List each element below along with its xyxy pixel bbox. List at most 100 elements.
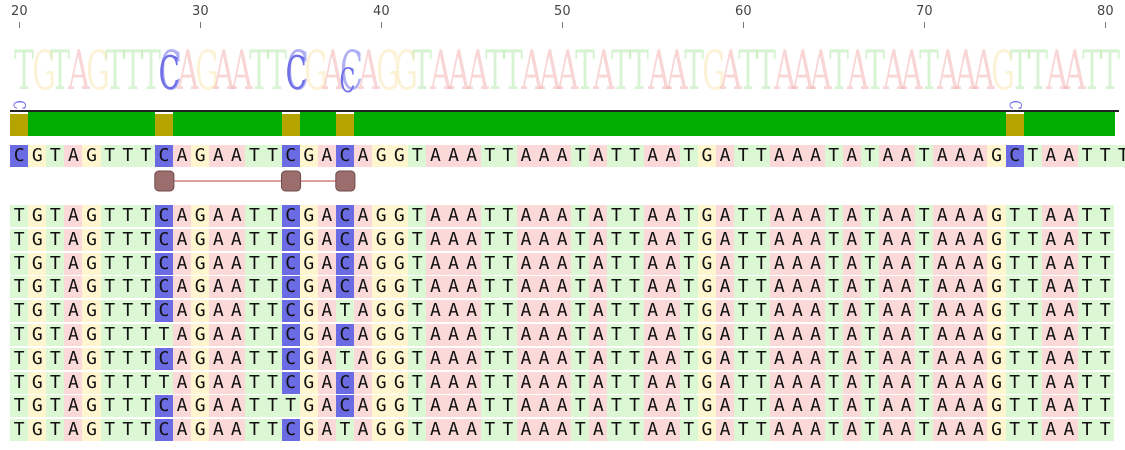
base-cell: T xyxy=(607,300,626,323)
base-cell: T xyxy=(679,371,698,394)
logo-letter: A xyxy=(520,39,543,102)
base-cell: A xyxy=(878,228,898,251)
base-cell: T xyxy=(100,252,119,275)
consensus-segment xyxy=(770,112,789,136)
base-cell: G xyxy=(82,252,101,275)
base-cell: A xyxy=(969,347,988,370)
logo-letter: A xyxy=(719,39,742,102)
base-cell: A xyxy=(317,145,336,167)
base-cell: A xyxy=(951,145,970,167)
base-cell: C xyxy=(335,276,355,299)
base-cell: A xyxy=(896,395,916,418)
base-cell: G xyxy=(299,300,318,323)
base-cell: T xyxy=(118,324,137,346)
base-cell: G xyxy=(987,300,1006,323)
logo-letter: A xyxy=(321,39,344,102)
consensus-segment xyxy=(896,112,916,136)
base-cell: T xyxy=(498,228,517,251)
base-cell: A xyxy=(227,205,246,227)
base-cell: G xyxy=(987,371,1006,394)
consensus-segment-variant xyxy=(1005,114,1025,136)
base-cell: A xyxy=(444,252,463,275)
consensus-segment xyxy=(100,112,120,136)
base-cell: A xyxy=(788,324,807,346)
base-cell: A xyxy=(426,145,445,167)
base-cell: A xyxy=(661,252,680,275)
base-cell: G xyxy=(299,276,318,299)
base-cell: A xyxy=(64,395,83,418)
base-cell: T xyxy=(154,324,174,346)
logo-letter: T xyxy=(104,39,125,102)
base-cell: A xyxy=(643,300,662,323)
base-cell: A xyxy=(770,371,789,394)
base-cell: A xyxy=(643,205,662,227)
base-cell: T xyxy=(625,395,644,418)
base-cell: T xyxy=(408,145,427,167)
base-cell: A xyxy=(1041,228,1060,251)
base-cell: T xyxy=(10,347,29,370)
base-cell: A xyxy=(842,300,861,323)
base-cell: T xyxy=(679,228,698,251)
ruler-tick-label: 80 xyxy=(1097,4,1114,19)
base-cell: A xyxy=(1041,300,1060,323)
base-cell: T xyxy=(245,419,264,442)
base-cell: T xyxy=(860,371,879,394)
base-cell: A xyxy=(353,419,373,442)
variant-link-node[interactable] xyxy=(154,170,175,192)
base-cell: G xyxy=(697,395,717,418)
base-cell: A xyxy=(426,300,445,323)
base-cell: T xyxy=(154,371,174,394)
base-cell: A xyxy=(788,347,807,370)
base-cell: G xyxy=(299,395,318,418)
logo-letter: A xyxy=(430,39,452,102)
consensus-segment xyxy=(172,112,192,136)
consensus-segment xyxy=(462,112,482,136)
base-cell: T xyxy=(1096,419,1115,442)
base-cell: G xyxy=(28,205,47,227)
base-cell: T xyxy=(498,347,517,370)
base-cell: T xyxy=(679,205,698,227)
consensus-gap xyxy=(10,112,29,114)
base-cell: T xyxy=(100,324,119,346)
consensus-segment xyxy=(697,112,717,136)
base-cell: T xyxy=(625,371,644,394)
base-cell: A xyxy=(715,419,735,442)
base-cell: G xyxy=(82,276,101,299)
base-cell: T xyxy=(1023,300,1042,323)
base-cell: G xyxy=(697,145,717,167)
base-cell: G xyxy=(372,419,391,442)
base-cell: T xyxy=(408,419,427,442)
base-cell: T xyxy=(480,419,499,442)
base-cell: T xyxy=(679,276,698,299)
base-cell: G xyxy=(390,395,409,418)
base-cell: G xyxy=(390,371,409,394)
base-cell: A xyxy=(933,324,952,346)
base-cell: G xyxy=(390,205,409,227)
base-cell: T xyxy=(46,228,65,251)
variant-link-node[interactable] xyxy=(281,170,302,192)
ruler-tick-mark xyxy=(924,22,926,28)
base-cell: A xyxy=(842,395,861,418)
base-cell: G xyxy=(82,205,101,227)
base-cell: G xyxy=(987,276,1006,299)
base-cell: C xyxy=(154,395,174,418)
base-cell: G xyxy=(299,145,318,167)
base-cell: A xyxy=(806,324,825,346)
consensus-segment xyxy=(82,112,101,136)
variant-link-node[interactable] xyxy=(335,170,356,192)
base-cell: T xyxy=(118,371,137,394)
base-cell: A xyxy=(227,395,246,418)
base-cell: A xyxy=(896,276,916,299)
